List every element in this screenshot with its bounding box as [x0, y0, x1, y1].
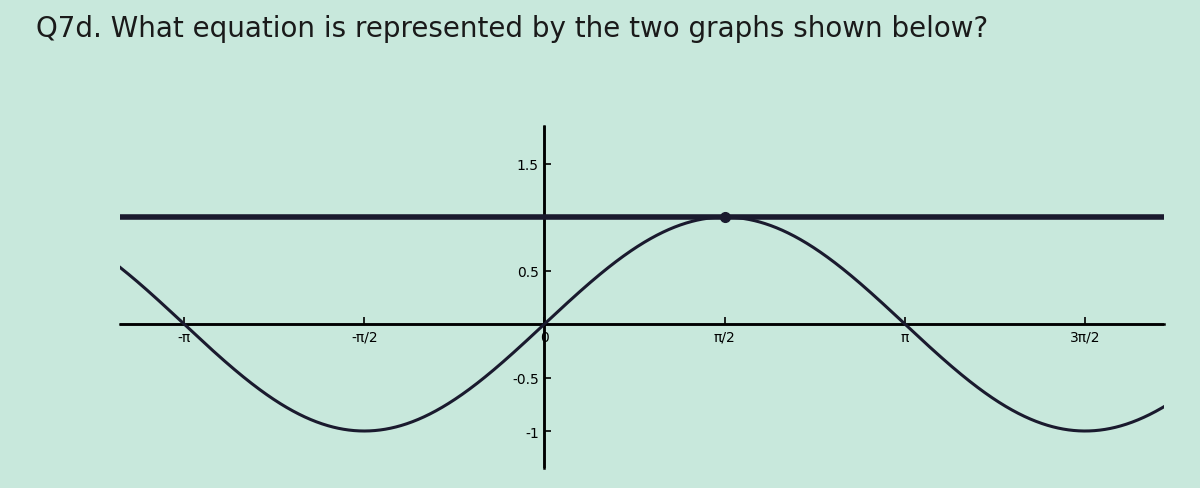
Text: Q7d. What equation is represented by the two graphs shown below?: Q7d. What equation is represented by the…: [36, 15, 989, 42]
